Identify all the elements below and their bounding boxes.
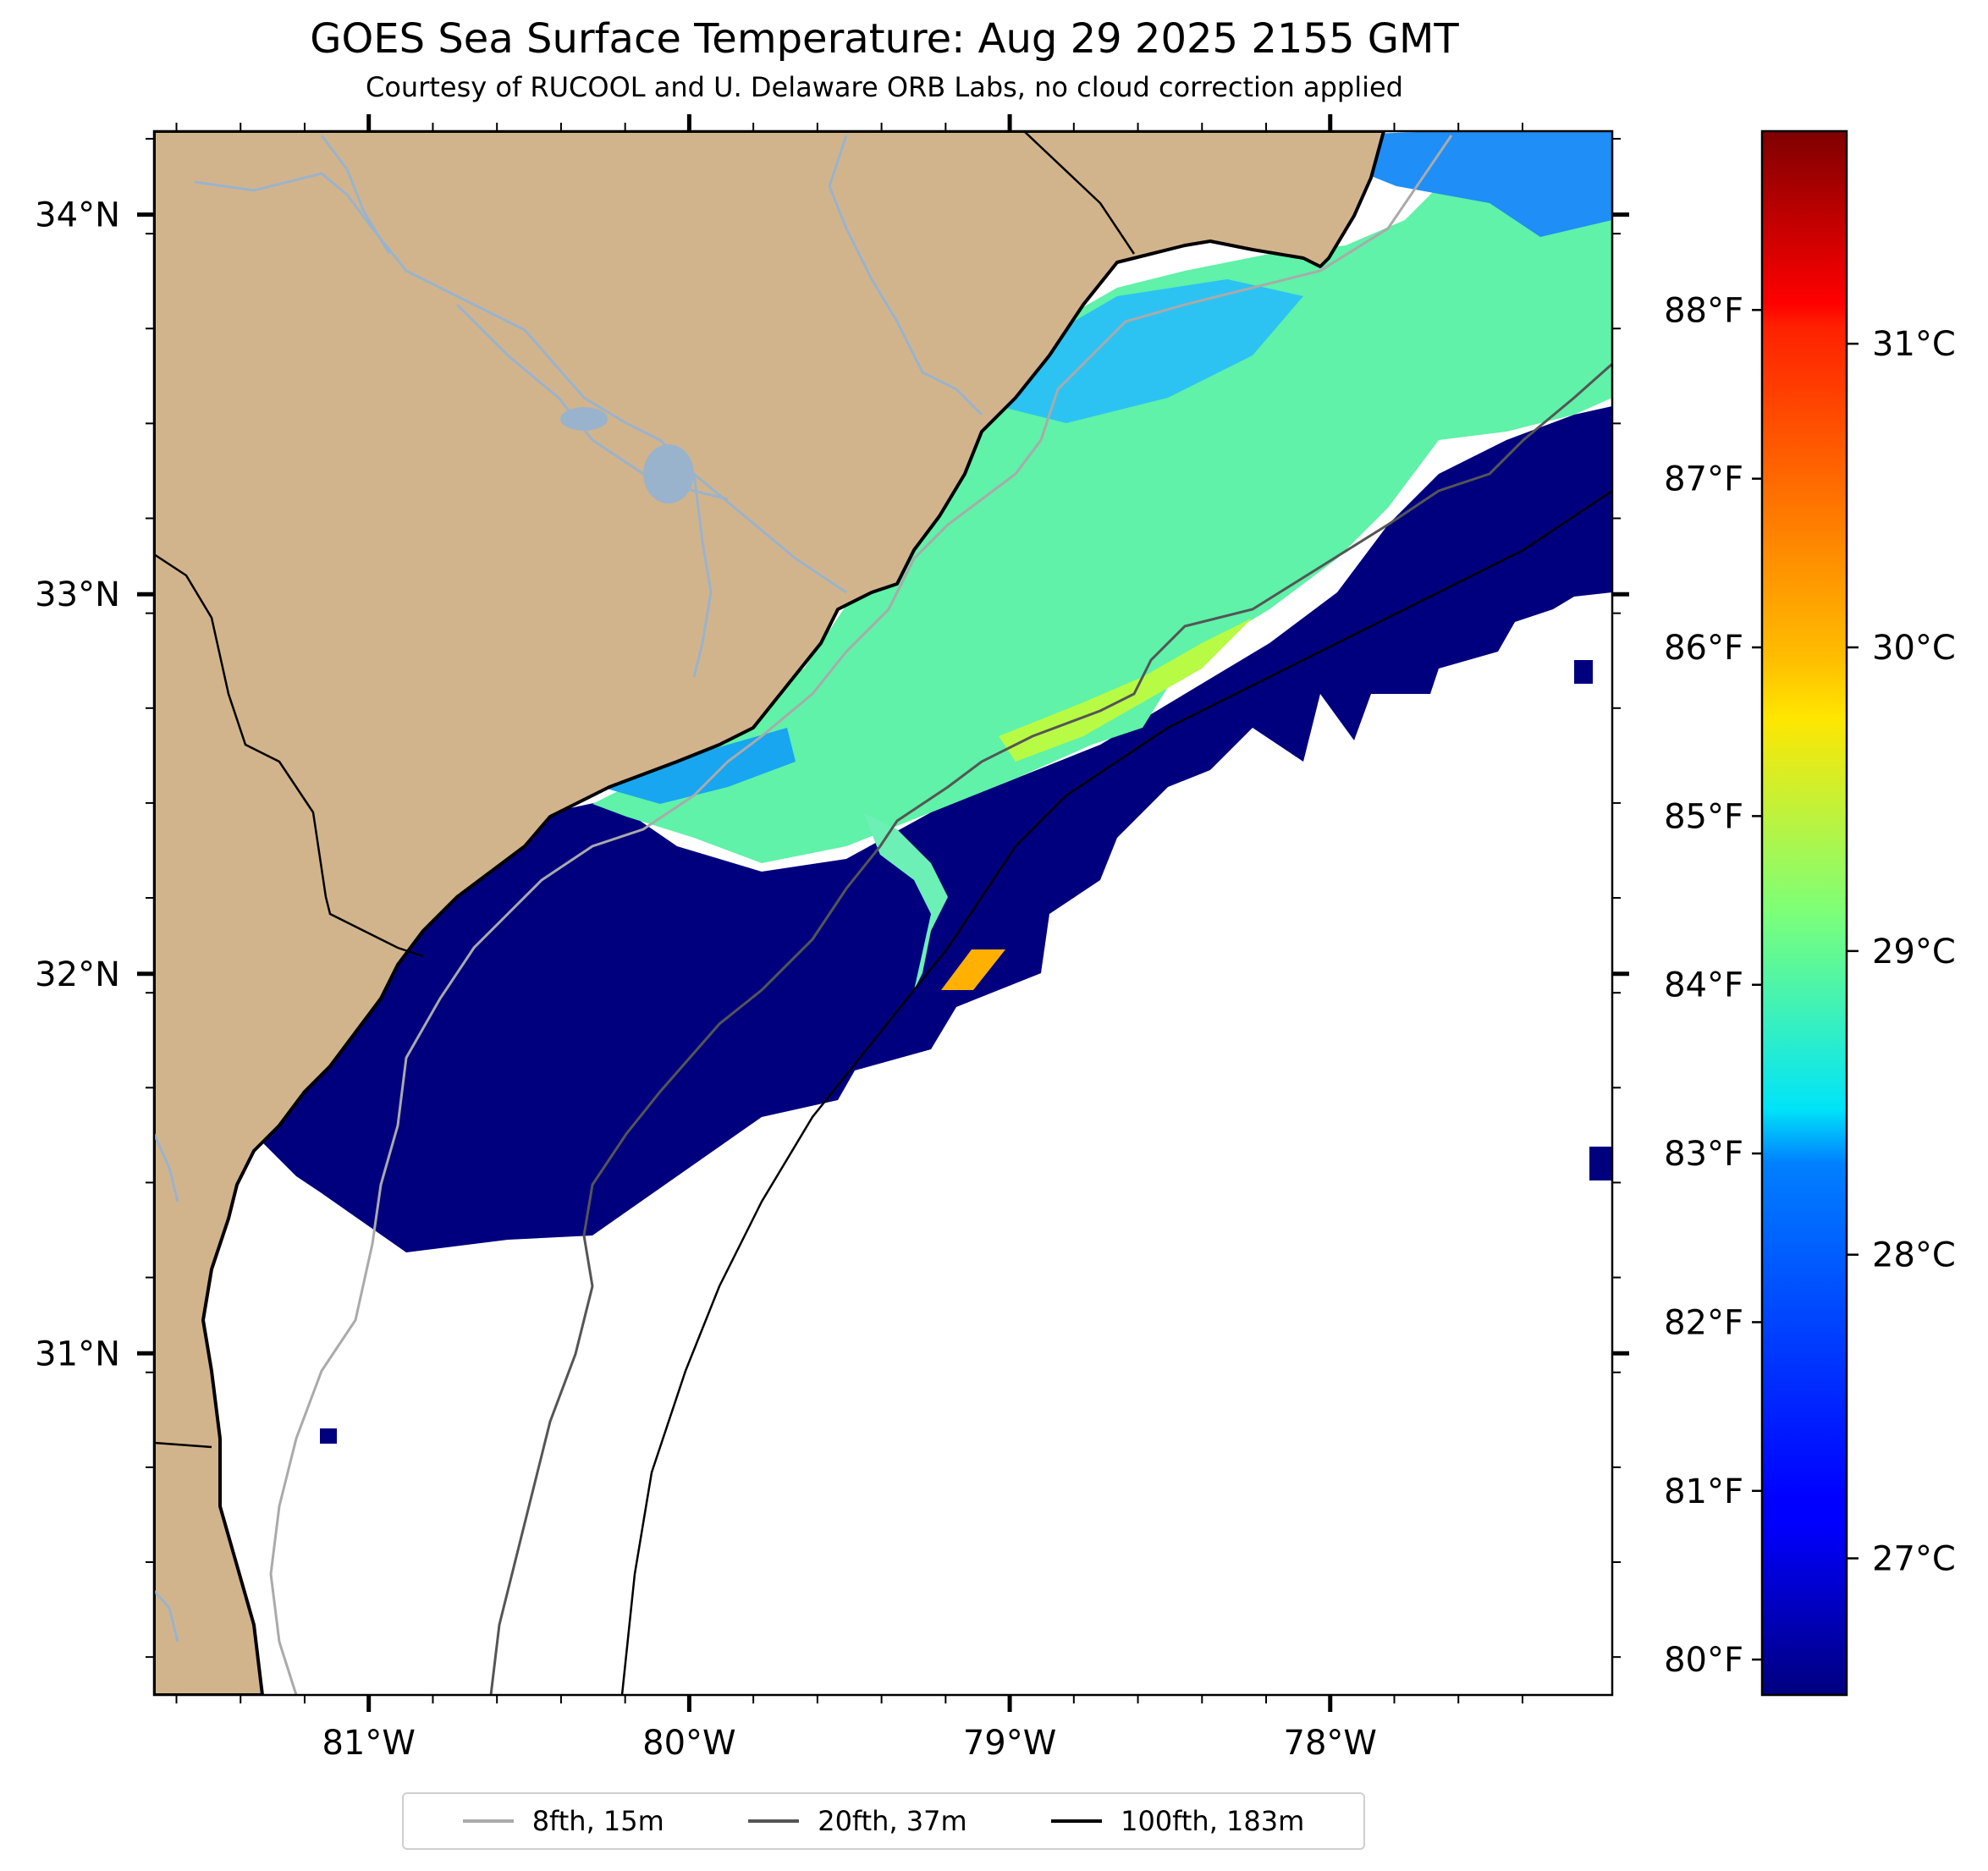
rivers xyxy=(154,135,983,1643)
isobath-legend: 8fth, 15m 20fth, 37m 100fth, 183m xyxy=(402,1792,1365,1850)
cold-blob-ne xyxy=(1574,660,1593,684)
land-mass xyxy=(154,131,1385,1695)
legend-item: 8fth, 15m xyxy=(462,1805,664,1837)
lake-marion xyxy=(643,444,694,504)
colorbar-f-label: 86°F xyxy=(1664,629,1743,668)
legend-item: 100fth, 183m xyxy=(1051,1805,1304,1837)
legend-swatch xyxy=(748,1819,800,1823)
warm-anomaly-spot xyxy=(941,949,1005,990)
legend-label: 20fth, 37m xyxy=(818,1805,967,1837)
lat-tick-label: 33°N xyxy=(35,575,120,614)
cold-blob-sw xyxy=(320,1428,337,1444)
cool-patch-north xyxy=(1329,131,1612,237)
isobath-20fth xyxy=(489,362,1612,1695)
colorbar-f-label: 85°F xyxy=(1664,797,1743,836)
colorbar-f-label: 87°F xyxy=(1664,460,1743,499)
colorbar-f-label: 82°F xyxy=(1664,1303,1743,1342)
warm-water-band xyxy=(592,152,1612,863)
lat-tick-label: 34°N xyxy=(35,196,120,235)
colorbar-c-label: 30°C xyxy=(1872,629,1956,668)
lon-tick-label: 79°W xyxy=(963,1724,1056,1763)
map-frame xyxy=(152,129,1614,1697)
colorbar-f-label: 83°F xyxy=(1664,1135,1743,1174)
colorbar-gradient xyxy=(1760,129,1848,1697)
legend-label: 100fth, 183m xyxy=(1121,1805,1305,1837)
map-axes: 81°W 80°W 79°W 78°W 34°N 33°N 32°N 31°N xyxy=(35,114,1629,1763)
colorbar-f-label: 80°F xyxy=(1664,1641,1743,1680)
sst-map: 81°W 80°W 79°W 78°W 34°N 33°N 32°N 31°N 88°F 87°… xyxy=(35,114,1956,1763)
lon-tick-label: 81°W xyxy=(322,1724,415,1763)
legend-label: 8fth, 15m xyxy=(531,1805,664,1837)
lat-tick-label: 31°N xyxy=(35,1334,120,1373)
cold-water-region xyxy=(254,406,1612,1252)
colorbar-c-label: 31°C xyxy=(1872,325,1956,364)
map-subtitle: Courtesy of RUCOOL and U. Delaware ORB L… xyxy=(366,71,1403,103)
cool-patch-mid xyxy=(999,279,1303,423)
legend-item: 20fth, 37m xyxy=(748,1805,967,1837)
cool-tongue xyxy=(863,812,948,990)
colorbar-c-label: 27°C xyxy=(1872,1540,1956,1579)
colorbar-c-label: 28°C xyxy=(1872,1236,1956,1275)
lon-tick-label: 78°W xyxy=(1284,1724,1377,1763)
lon-tick-label: 80°W xyxy=(642,1724,735,1763)
isobath-100fth xyxy=(620,489,1612,1695)
colorbar-f-label: 88°F xyxy=(1664,291,1743,330)
lake-moultrie xyxy=(560,407,608,431)
map-title: GOES Sea Surface Temperature: Aug 29 202… xyxy=(310,15,1459,63)
isobath-8fth xyxy=(269,135,1453,1695)
colorbar-axes: 88°F 87°F 86°F 85°F 84°F 83°F 82°F 81°F 80°F 31°C… xyxy=(1664,291,1956,1680)
colorbar-f-label: 81°F xyxy=(1664,1472,1743,1511)
cold-blob-east xyxy=(1589,1147,1612,1180)
colorbar-f-label: 84°F xyxy=(1664,966,1743,1005)
legend-swatch xyxy=(462,1819,514,1823)
legend-swatch xyxy=(1051,1819,1103,1823)
lat-tick-label: 32°N xyxy=(35,955,120,994)
state-borders xyxy=(154,131,1136,1449)
colorbar-c-label: 29°C xyxy=(1872,933,1956,971)
